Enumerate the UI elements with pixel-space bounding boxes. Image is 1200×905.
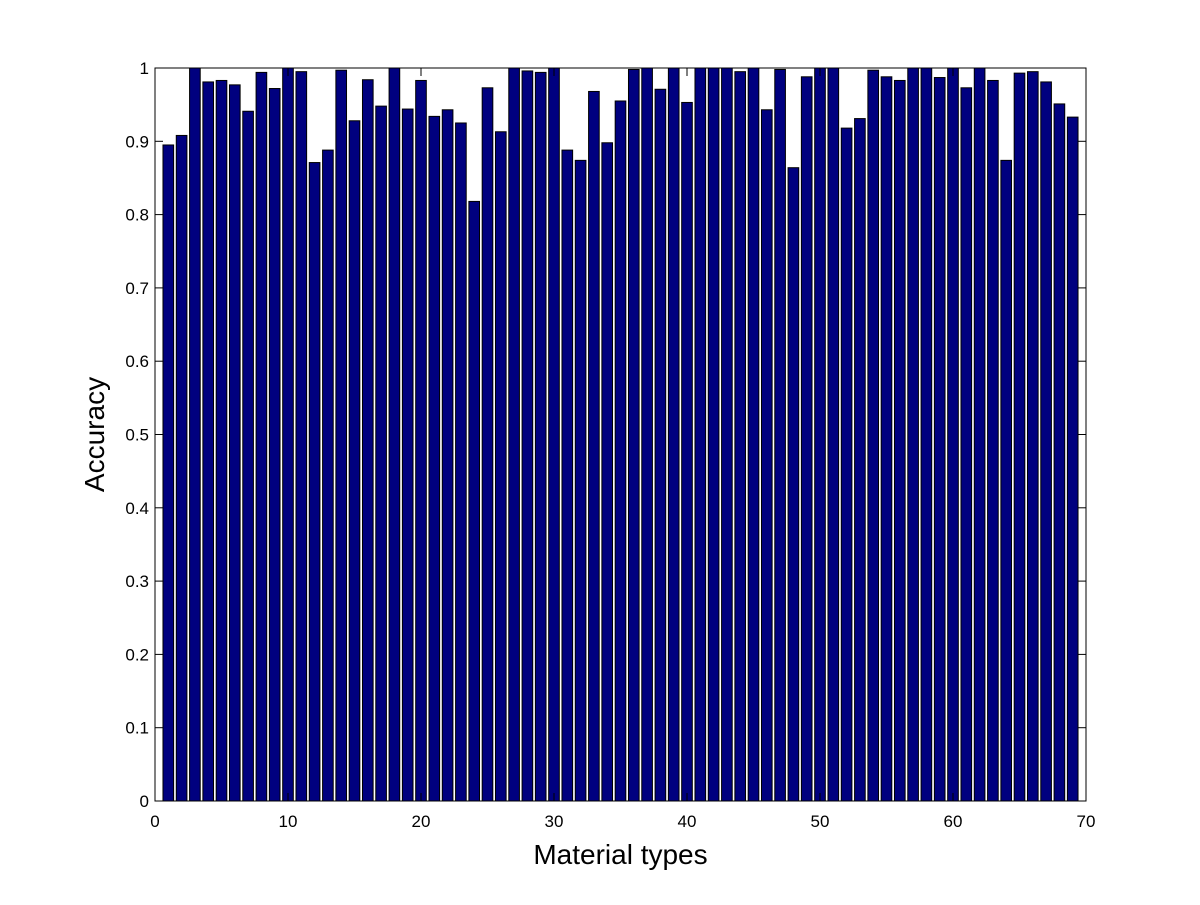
bar-31 bbox=[561, 149, 574, 802]
bar-27 bbox=[508, 67, 520, 802]
y-tick-label: 0.6 bbox=[125, 352, 149, 371]
bar-48 bbox=[787, 167, 800, 802]
y-tick-label: 0 bbox=[140, 792, 149, 811]
bar-10 bbox=[282, 67, 294, 802]
bar-13 bbox=[322, 149, 334, 802]
bar-3 bbox=[189, 67, 201, 802]
bar-52 bbox=[840, 127, 853, 802]
bar-22 bbox=[441, 109, 454, 802]
bar-67 bbox=[1040, 81, 1052, 802]
bar-54 bbox=[867, 69, 880, 802]
bar-28 bbox=[521, 70, 534, 802]
bar-45 bbox=[747, 67, 760, 802]
bar-7 bbox=[242, 110, 254, 802]
bar-36 bbox=[627, 68, 640, 802]
bar-30 bbox=[548, 67, 560, 802]
bar-34 bbox=[601, 142, 614, 802]
bar-63 bbox=[987, 79, 999, 802]
bar-55 bbox=[880, 76, 893, 802]
x-tick-label: 50 bbox=[811, 812, 830, 831]
bar-9 bbox=[268, 88, 281, 802]
bar-62 bbox=[973, 67, 986, 802]
bar-41 bbox=[694, 67, 707, 802]
bar-47 bbox=[774, 68, 786, 802]
bar-2 bbox=[175, 134, 188, 802]
bar-58 bbox=[920, 67, 933, 802]
bar-20 bbox=[415, 79, 427, 802]
bar-51 bbox=[827, 67, 840, 802]
y-tick-label: 1 bbox=[140, 59, 149, 78]
x-tick-label: 20 bbox=[412, 812, 431, 831]
bar-46 bbox=[760, 109, 773, 802]
x-tick-label: 30 bbox=[545, 812, 564, 831]
bar-15 bbox=[348, 120, 361, 802]
bar-24 bbox=[468, 200, 481, 802]
y-tick-label: 0.1 bbox=[125, 719, 149, 738]
bar-66 bbox=[1026, 71, 1039, 802]
x-tick-label: 10 bbox=[279, 812, 298, 831]
y-tick-label: 0.5 bbox=[125, 426, 149, 445]
bar-4 bbox=[202, 81, 215, 802]
bar-42 bbox=[707, 67, 720, 802]
bar-32 bbox=[574, 159, 587, 802]
bar-6 bbox=[228, 84, 241, 802]
bar-37 bbox=[641, 67, 653, 802]
bars bbox=[162, 67, 1079, 802]
x-tick-label: 70 bbox=[1077, 812, 1096, 831]
bar-1 bbox=[162, 144, 175, 802]
bar-19 bbox=[401, 108, 414, 802]
bar-61 bbox=[960, 87, 973, 802]
bar-35 bbox=[614, 100, 627, 802]
y-tick-label: 0.3 bbox=[125, 572, 149, 591]
bar-53 bbox=[854, 118, 866, 802]
ticks bbox=[154, 67, 1087, 802]
bar-8 bbox=[255, 71, 268, 802]
bar-68 bbox=[1053, 103, 1066, 802]
bar-18 bbox=[388, 67, 401, 802]
bar-43 bbox=[721, 67, 733, 802]
y-tick-label: 0.2 bbox=[125, 645, 149, 664]
bar-57 bbox=[907, 67, 919, 802]
y-tick-label: 0.8 bbox=[125, 206, 149, 225]
x-tick-label: 60 bbox=[944, 812, 963, 831]
bar-39 bbox=[667, 67, 680, 802]
bar-69 bbox=[1066, 116, 1079, 802]
bar-44 bbox=[734, 71, 747, 802]
y-axis-label: Accuracy bbox=[79, 377, 110, 492]
y-tick-label: 0.9 bbox=[125, 132, 149, 151]
bar-56 bbox=[893, 79, 906, 802]
x-axis-label: Material types bbox=[533, 839, 707, 870]
bar-14 bbox=[335, 69, 348, 802]
bar-17 bbox=[375, 105, 387, 802]
bar-23 bbox=[455, 122, 467, 802]
bar-50 bbox=[814, 67, 826, 802]
x-tick-label: 0 bbox=[150, 812, 159, 831]
bar-60 bbox=[947, 67, 959, 802]
bar-26 bbox=[494, 131, 507, 802]
y-tick-label: 0.4 bbox=[125, 499, 149, 518]
bar-40 bbox=[681, 101, 693, 802]
bar-21 bbox=[428, 115, 441, 802]
bar-12 bbox=[308, 162, 321, 802]
bar-29 bbox=[534, 71, 547, 802]
bar-33 bbox=[588, 90, 600, 802]
bar-11 bbox=[295, 71, 308, 802]
bar-25 bbox=[481, 87, 494, 802]
bar-5 bbox=[215, 79, 228, 802]
bar-64 bbox=[1000, 159, 1013, 802]
x-tick-label: 40 bbox=[678, 812, 697, 831]
bar-59 bbox=[933, 77, 946, 802]
y-tick-label: 0.7 bbox=[125, 279, 149, 298]
bar-38 bbox=[654, 88, 667, 802]
bar-65 bbox=[1013, 72, 1026, 802]
bar-16 bbox=[361, 79, 374, 802]
tick-labels: 0 10 20 30 40 50 60 70 0 0.1 0.2 0.3 0.4 0.5 0.6 0.7 0.8… bbox=[125, 59, 1095, 831]
bar-49 bbox=[800, 76, 813, 802]
